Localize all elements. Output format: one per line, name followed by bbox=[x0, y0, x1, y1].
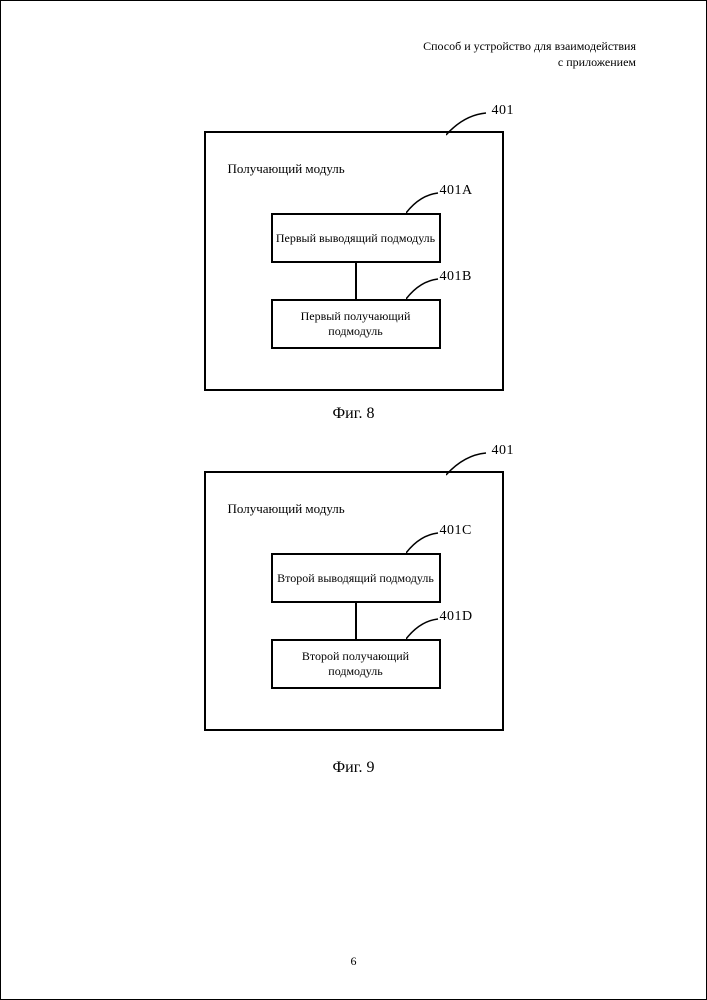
outer-box-title: Получающий модуль bbox=[228, 161, 345, 177]
figure-9: 401 Получающий модуль 401C Второй выводя… bbox=[1, 471, 706, 777]
outer-label-text: 401 bbox=[492, 443, 515, 459]
page-number: 6 bbox=[1, 954, 706, 969]
figure-8: 401 Получающий модуль 401A Первый выводя… bbox=[1, 131, 706, 423]
figure-caption: Фиг. 8 bbox=[1, 405, 706, 423]
sub-box-top: Первый выводящий подмодуль bbox=[271, 213, 441, 263]
sub-box-bottom: Второй получающий подмодуль bbox=[271, 639, 441, 689]
subA-label-text: 401A bbox=[440, 183, 473, 199]
header-line1: Способ и устройство для взаимодействия bbox=[423, 39, 636, 53]
sub-box-bottom-text: Первый получающий подмодуль bbox=[275, 309, 437, 339]
sub-box-top-text: Второй выводящий подмодуль bbox=[277, 571, 434, 586]
page: Способ и устройство для взаимодействия с… bbox=[0, 0, 707, 1000]
figure-caption: Фиг. 9 bbox=[1, 759, 706, 777]
outer-box: Получающий модуль 401C Второй выводящий … bbox=[204, 471, 504, 731]
sub-box-bottom-text: Второй получающий подмодуль bbox=[275, 649, 437, 679]
sub-box-top-text: Первый выводящий подмодуль bbox=[276, 231, 435, 246]
outer-box: Получающий модуль 401A Первый выводящий … bbox=[204, 131, 504, 391]
page-header: Способ и устройство для взаимодействия с… bbox=[423, 39, 636, 70]
subD-label-text: 401D bbox=[440, 609, 473, 625]
header-line2: с приложением bbox=[558, 55, 636, 69]
outer-label-text: 401 bbox=[492, 103, 515, 119]
sub-box-bottom: Первый получающий подмодуль bbox=[271, 299, 441, 349]
outer-box-title: Получающий модуль bbox=[228, 501, 345, 517]
connector-line bbox=[355, 263, 357, 299]
subC-label-text: 401C bbox=[440, 523, 472, 539]
connector-line bbox=[355, 603, 357, 639]
sub-box-top: Второй выводящий подмодуль bbox=[271, 553, 441, 603]
subB-label-text: 401B bbox=[440, 269, 472, 285]
